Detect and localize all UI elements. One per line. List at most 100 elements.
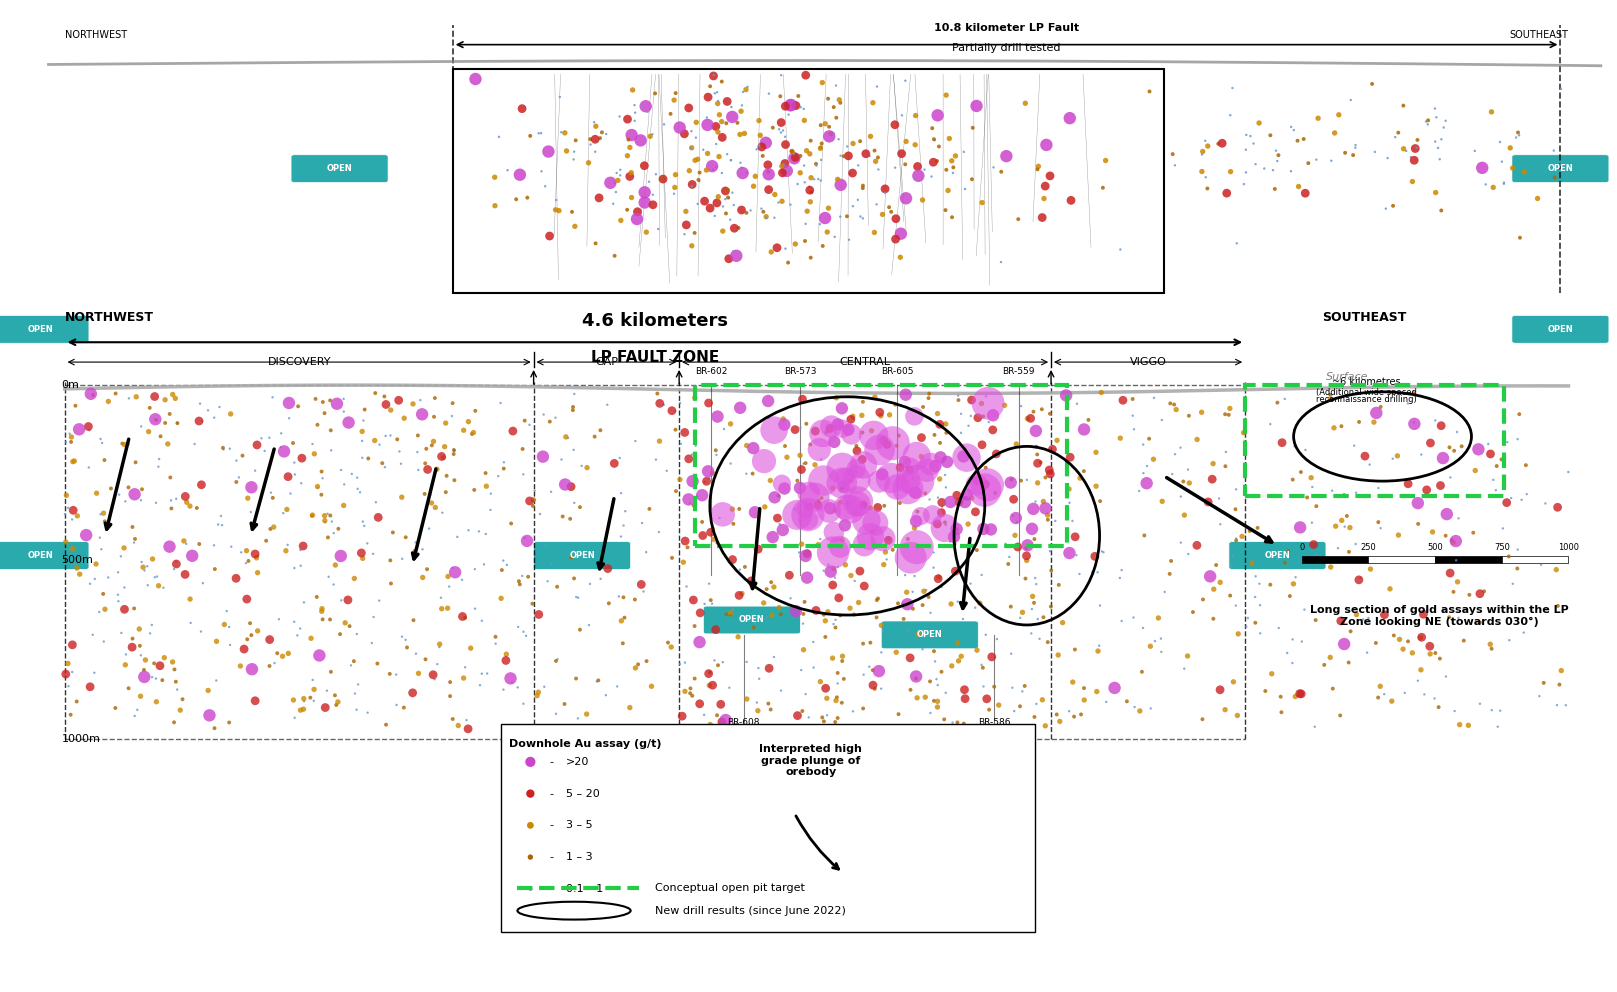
Point: [238, 627, 264, 643]
Point: [830, 401, 855, 417]
Point: [1328, 613, 1353, 629]
Point: [280, 692, 306, 708]
Point: [821, 229, 847, 245]
Point: [420, 409, 446, 425]
Point: [1022, 570, 1048, 586]
Point: [1268, 688, 1294, 704]
Point: [162, 561, 188, 577]
Point: [867, 664, 893, 680]
Point: [1300, 479, 1326, 495]
Point: [1425, 140, 1450, 156]
Point: [1195, 494, 1221, 510]
Point: [1213, 444, 1239, 460]
Point: [422, 390, 448, 406]
Point: [401, 543, 427, 558]
Point: [917, 386, 943, 402]
Point: [1234, 127, 1260, 143]
Point: [1337, 520, 1363, 536]
Point: [991, 398, 1017, 414]
Point: [139, 551, 165, 566]
Point: [870, 466, 896, 482]
Point: [808, 490, 834, 506]
Point: [341, 570, 367, 586]
Point: [1491, 176, 1517, 191]
Point: [906, 168, 931, 184]
Point: [1282, 438, 1308, 454]
Point: [517, 128, 543, 144]
Point: [1088, 385, 1114, 401]
Point: [121, 535, 147, 551]
Point: [1108, 431, 1134, 446]
Point: [1130, 436, 1156, 452]
Point: [1319, 681, 1345, 696]
Point: [946, 388, 972, 404]
Point: [278, 485, 304, 501]
Point: [697, 678, 723, 693]
Point: [791, 112, 817, 128]
Point: [783, 422, 808, 437]
Point: [778, 196, 804, 212]
Point: [870, 433, 896, 448]
Point: [1501, 575, 1526, 591]
Point: [257, 632, 283, 648]
Point: [948, 649, 973, 665]
Point: [933, 479, 959, 495]
Point: [1428, 202, 1454, 218]
Point: [951, 611, 977, 627]
Point: [331, 404, 357, 420]
Point: [718, 211, 744, 227]
Point: [391, 411, 417, 427]
Point: [663, 85, 689, 101]
Point: [972, 476, 998, 492]
Point: [699, 525, 724, 541]
Point: [511, 624, 537, 640]
Point: [897, 462, 923, 478]
Point: [750, 203, 776, 219]
Point: [720, 601, 745, 617]
Point: [602, 175, 627, 190]
Point: [781, 146, 807, 162]
Point: [218, 539, 244, 555]
Point: [973, 690, 999, 706]
Point: [922, 643, 948, 659]
Point: [619, 82, 645, 98]
Point: [783, 150, 808, 166]
Point: [1260, 163, 1286, 179]
Point: [608, 212, 634, 228]
Point: [312, 699, 338, 715]
Point: [349, 449, 375, 465]
Point: [687, 634, 713, 650]
Point: [841, 606, 867, 622]
Point: [349, 433, 375, 448]
Point: [299, 508, 325, 524]
Point: [910, 597, 936, 613]
Point: [828, 607, 854, 623]
Point: [1184, 432, 1210, 447]
Point: [1514, 486, 1539, 502]
Point: [277, 395, 302, 411]
Point: [1174, 648, 1200, 664]
Point: [954, 449, 980, 465]
Point: [925, 693, 951, 709]
Point: [1087, 638, 1112, 654]
Point: [700, 678, 726, 693]
Point: [317, 508, 343, 524]
Point: [538, 556, 564, 571]
Point: [108, 549, 134, 564]
Point: [718, 152, 744, 168]
Point: [678, 495, 703, 511]
Point: [710, 198, 736, 214]
Point: [1148, 644, 1174, 660]
Point: [1384, 448, 1410, 464]
Point: [849, 408, 875, 424]
Point: [125, 702, 150, 718]
Point: [707, 510, 733, 526]
Point: [231, 641, 257, 657]
Point: [1368, 399, 1394, 415]
Point: [980, 160, 1006, 176]
Point: [821, 126, 847, 142]
Point: [238, 479, 264, 495]
Point: [63, 398, 89, 414]
Point: [728, 103, 754, 119]
Point: [1507, 230, 1533, 246]
